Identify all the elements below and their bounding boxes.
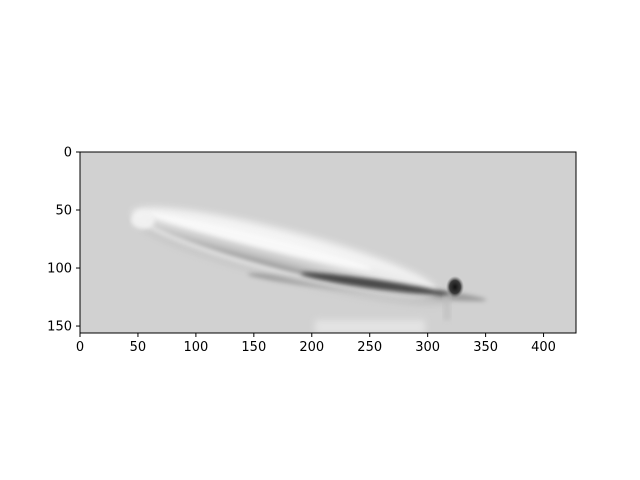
x-tick-label: 200 [299, 340, 324, 355]
microscopy-image [80, 152, 576, 333]
y-tick-label: 50 [55, 204, 72, 219]
y-tick-label: 0 [64, 146, 72, 161]
x-tick-label: 150 [241, 340, 266, 355]
x-tick-label: 400 [531, 340, 556, 355]
x-tick-label: 0 [76, 340, 84, 355]
x-tick-label: 100 [183, 340, 208, 355]
x-axis: 0 50 100 150 200 250 300 350 400 [76, 333, 556, 355]
x-tick-label: 350 [473, 340, 498, 355]
y-axis: 0 50 100 150 [47, 146, 80, 335]
y-tick-label: 100 [47, 262, 72, 277]
axes-frame [79, 151, 577, 334]
x-tick-label: 250 [357, 340, 382, 355]
x-tick-label: 300 [415, 340, 440, 355]
y-tick-label: 150 [47, 320, 72, 335]
x-tick-label: 50 [130, 340, 147, 355]
